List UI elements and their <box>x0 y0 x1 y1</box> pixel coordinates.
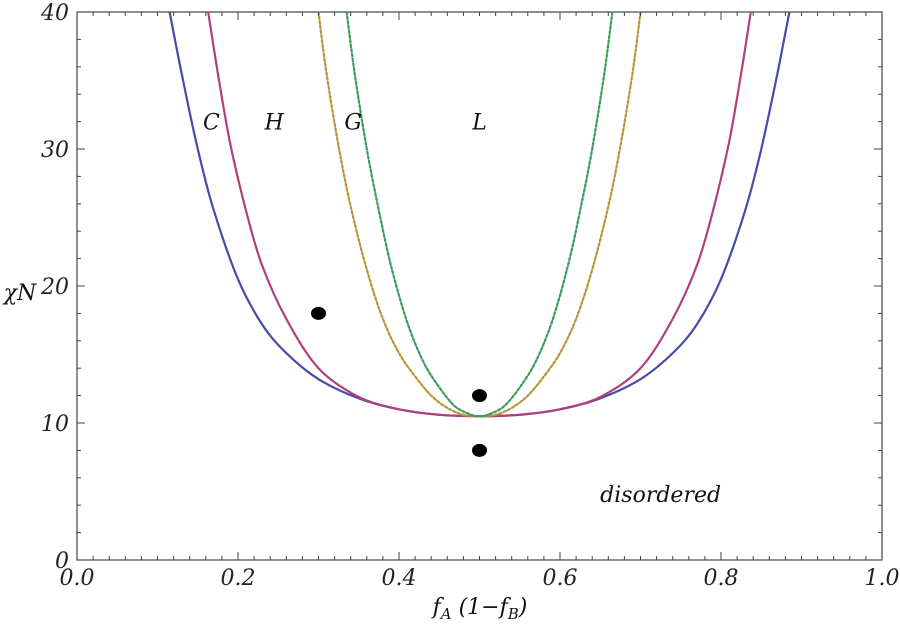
region-label: H <box>264 111 285 136</box>
x-label-part: ) <box>518 595 528 620</box>
region-label: G <box>344 111 362 136</box>
x-tick-label: 0.0 <box>60 566 95 591</box>
x-label-subscript: B <box>507 605 519 623</box>
ticks-group: 0.0 0.2 0.4 0.6 0.8 1.0 0 10 20 30 40 <box>40 1 900 591</box>
y-tick-label: 40 <box>40 1 69 26</box>
points-group <box>311 306 487 457</box>
y-tick-label: 30 <box>41 138 69 163</box>
data-point-1 <box>311 306 326 320</box>
series-line-1 <box>168 11 791 418</box>
x-tick-label: 0.4 <box>382 566 417 591</box>
x-tick-label: 0.6 <box>543 566 578 591</box>
y-tick-label: 10 <box>41 412 69 437</box>
y-tick-label: 0 <box>55 549 69 574</box>
x-tick-label: 1.0 <box>865 566 900 591</box>
x-label-subscript: A <box>439 605 452 623</box>
x-label-part: (1−f <box>452 595 512 620</box>
curves-group <box>168 10 791 418</box>
x-tick-label: 0.2 <box>221 566 256 591</box>
region-label: L <box>471 111 487 136</box>
x-axis-label: fA (1−fB) <box>431 595 528 623</box>
plot-frame <box>76 11 883 561</box>
region-label: disordered <box>600 483 721 508</box>
region-label: C <box>203 111 220 136</box>
data-point-3 <box>472 443 487 457</box>
y-axis-label: χN <box>2 281 37 306</box>
x-tick-label: 0.8 <box>704 566 739 591</box>
y-tick-label: 20 <box>40 275 69 300</box>
data-point-2 <box>472 389 487 403</box>
series-line-4 <box>345 10 614 418</box>
series-line-3 <box>317 10 642 418</box>
